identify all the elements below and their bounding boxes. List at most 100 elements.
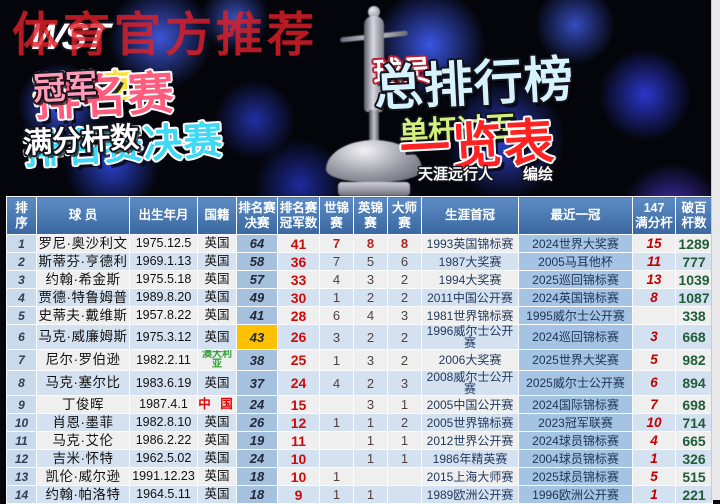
cell-century-breaks: 221 <box>675 485 713 504</box>
cell-first-title: 1993英国锦标赛 <box>421 234 519 253</box>
cell-century-breaks: 1039 <box>675 270 713 289</box>
th-masters: 大师 赛 <box>387 196 422 235</box>
trophy-stem <box>369 110 379 144</box>
cell-147-maximums: 4 <box>632 431 676 450</box>
cell-ranking-titles: 24 <box>277 370 320 396</box>
cell-uk-championships: 3 <box>353 349 388 371</box>
table-row: 14 约翰·帕洛特 1964.5.11 英国 18 9 1 1 1989欧洲公开… <box>6 485 713 504</box>
cell-masters: 3 <box>387 306 422 325</box>
cell-masters: 6 <box>387 252 422 271</box>
cell-nationality: 英国 <box>197 431 237 450</box>
cell-147-maximums: 10 <box>632 413 676 432</box>
cell-nationality: 英国 <box>197 324 237 350</box>
cell-century-breaks: 1289 <box>675 234 713 253</box>
cell-ranking-titles: 25 <box>277 349 320 371</box>
banner-maximums-label: 满分杆数 <box>22 121 140 160</box>
cell-world-championships: 3 <box>319 324 354 350</box>
cell-rank: 7 <box>6 349 37 371</box>
th-first-title: 生涯首冠 <box>421 196 519 235</box>
cell-uk-championships: 1 <box>353 449 388 468</box>
cell-world-championships <box>319 431 354 450</box>
table-header: 排 序 球 员 出生年月 国籍 排名赛 决赛 排名赛 冠军数 世锦 赛 英锦 赛… <box>6 196 713 235</box>
author-credit: 天涯远行人 编绘 <box>418 166 554 183</box>
cell-world-championships: 1 <box>319 467 354 486</box>
cell-uk-championships: 2 <box>353 370 388 396</box>
cell-player-name: 贾德·特鲁姆普 <box>36 288 130 307</box>
cell-ranking-titles: 28 <box>277 306 320 325</box>
cell-masters: 2 <box>387 413 422 432</box>
cell-ranking-finals: 19 <box>236 431 278 450</box>
cell-latest-title: 2024球员锦标赛 <box>518 431 633 450</box>
cell-147-maximums <box>632 306 676 325</box>
cell-player-name: 肖恩·墨菲 <box>36 413 130 432</box>
cell-masters: 2 <box>387 288 422 307</box>
cell-birth-date: 1986.2.22 <box>129 431 198 450</box>
th-latest-title: 最近一冠 <box>518 196 633 235</box>
cell-147-maximums: 15 <box>632 234 676 253</box>
cell-ranking-finals: 57 <box>236 270 278 289</box>
cell-ranking-finals: 58 <box>236 252 278 271</box>
cell-ranking-finals: 64 <box>236 234 278 253</box>
cell-ranking-titles: 33 <box>277 270 320 289</box>
cell-nationality: 英国 <box>197 413 237 432</box>
table-row: 11 马克·艾伦 1986.2.22 英国 19 11 1 1 2012世界公开… <box>6 431 713 450</box>
cell-birth-date: 1982.8.10 <box>129 413 198 432</box>
cell-birth-date: 1989.8.20 <box>129 288 198 307</box>
cell-first-title: 1989欧洲公开赛 <box>421 485 519 504</box>
cell-player-name: 史蒂夫·戴维斯 <box>36 306 130 325</box>
cell-147-maximums: 13 <box>632 270 676 289</box>
cell-uk-championships: 3 <box>353 270 388 289</box>
cell-latest-title: 2004球员锦标赛 <box>518 449 633 468</box>
cell-nationality: 英国 <box>197 449 237 468</box>
table-row: 2 斯蒂芬·亨德利 1969.1.13 英国 58 36 7 5 6 1987大… <box>6 252 713 271</box>
cell-nationality: 英国 <box>197 270 237 289</box>
trophy-base <box>338 182 410 196</box>
cell-first-title: 1987大奖赛 <box>421 252 519 271</box>
cell-player-name: 吉米·怀特 <box>36 449 130 468</box>
table-row: 9 丁俊晖 1987.4.1 中 国 24 15 3 1 2005中国公开赛 2… <box>6 395 713 414</box>
cell-birth-date: 1969.1.13 <box>129 252 198 271</box>
cell-latest-title: 2024巡回锦标赛 <box>518 324 633 350</box>
cell-ranking-titles: 26 <box>277 324 320 350</box>
cell-birth-date: 1957.8.22 <box>129 306 198 325</box>
cell-world-championships: 7 <box>319 252 354 271</box>
cell-ranking-finals: 24 <box>236 395 278 414</box>
cell-latest-title: 2005马耳他杯 <box>518 252 633 271</box>
cell-century-breaks: 982 <box>675 349 713 371</box>
cell-player-name: 马克·艾伦 <box>36 431 130 450</box>
th-titles: 排名赛 冠军数 <box>277 196 320 235</box>
cell-ranking-finals: 43 <box>236 324 278 350</box>
th-finals: 排名赛 决赛 <box>236 196 278 235</box>
cell-uk-championships: 3 <box>353 395 388 414</box>
cell-player-name: 约翰·希金斯 <box>36 270 130 289</box>
cell-latest-title: 2025世界大奖赛 <box>518 349 633 371</box>
cell-nationality: 英国 <box>197 234 237 253</box>
table-row: 10 肖恩·墨菲 1982.8.10 英国 26 12 1 1 2 2005世界… <box>6 413 713 432</box>
cell-world-championships: 6 <box>319 306 354 325</box>
cell-player-name: 马克·威廉姆斯 <box>36 324 130 350</box>
cell-rank: 6 <box>6 324 37 350</box>
table-row: 12 吉米·怀特 1962.5.02 英国 24 10 1 1 1986年精英赛… <box>6 449 713 468</box>
cell-century-breaks: 338 <box>675 306 713 325</box>
cell-century-breaks: 1087 <box>675 288 713 307</box>
cell-rank: 10 <box>6 413 37 432</box>
cell-147-maximums: 11 <box>632 252 676 271</box>
ranking-table: 排 序 球 员 出生年月 国籍 排名赛 决赛 排名赛 冠军数 世锦 赛 英锦 赛… <box>6 196 713 504</box>
cell-rank: 1 <box>6 234 37 253</box>
cell-147-maximums: 8 <box>632 288 676 307</box>
cell-century-breaks: 714 <box>675 413 713 432</box>
cell-first-title: 2008威尔士公开赛 <box>421 370 519 396</box>
cell-century-breaks: 894 <box>675 370 713 396</box>
cell-first-title: 1996威尔士公开赛 <box>421 324 519 350</box>
trophy-head <box>368 6 380 18</box>
cell-uk-championships: 8 <box>353 234 388 253</box>
cell-birth-date: 1982.2.11 <box>129 349 198 371</box>
cell-masters: 1 <box>387 431 422 450</box>
cell-world-championships: 1 <box>319 485 354 504</box>
table-row: 3 约翰·希金斯 1975.5.18 英国 57 33 4 3 2 1994大奖… <box>6 270 713 289</box>
cell-ranking-titles: 41 <box>277 234 320 253</box>
cell-nationality: 中 国 <box>197 395 237 414</box>
cell-first-title: 2005世界锦标赛 <box>421 413 519 432</box>
cell-147-maximums: 1 <box>632 449 676 468</box>
cell-birth-date: 1983.6.19 <box>129 370 198 396</box>
